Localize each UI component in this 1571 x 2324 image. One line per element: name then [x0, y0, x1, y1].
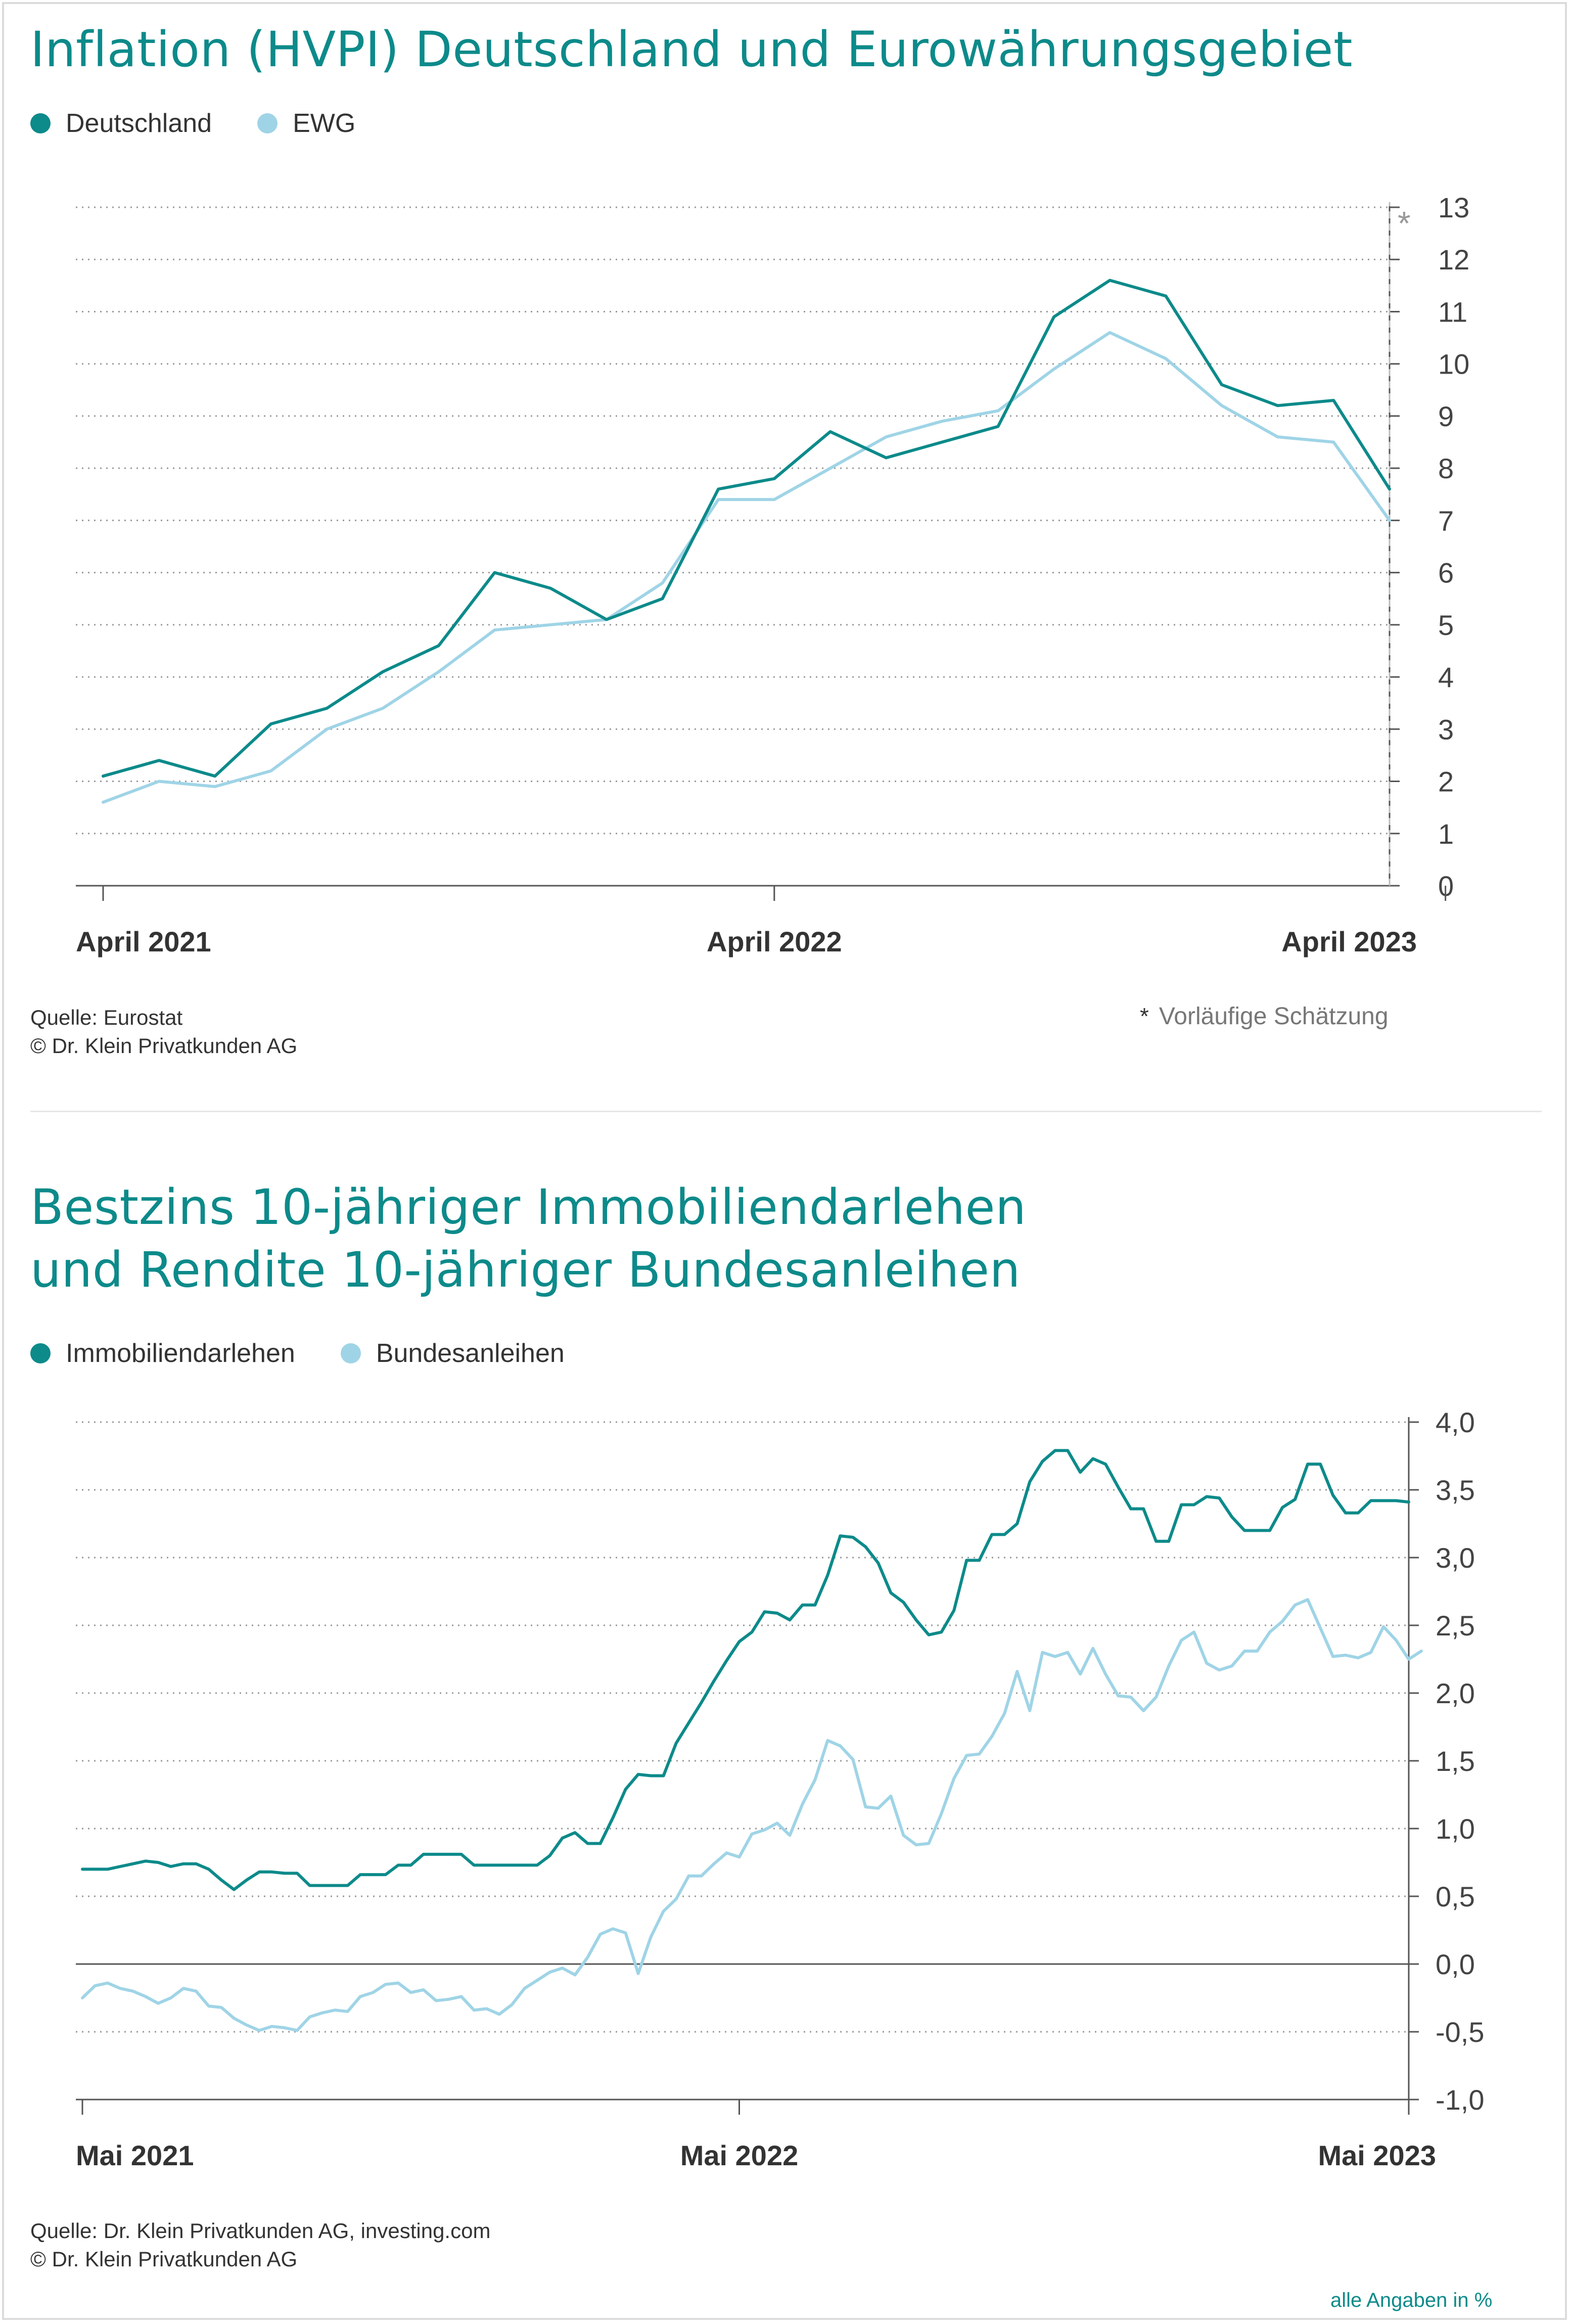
y-tick-label: -0,5 [1436, 2016, 1485, 2048]
interest-legend: Immobiliendarlehen Bundesanleihen [30, 1338, 610, 1369]
y-tick-label: 4 [1438, 661, 1454, 693]
y-tick-label: 11 [1438, 296, 1467, 328]
y-tick-label: 2,0 [1436, 1677, 1475, 1709]
y-tick-label: -1,0 [1436, 2084, 1485, 2116]
inflation-legend: Deutschland EWG [30, 108, 401, 139]
footnote-text: Vorläufige Schätzung [1159, 1003, 1389, 1030]
legend-item-immobiliendarlehen: Immobiliendarlehen [30, 1338, 295, 1369]
interest-line-chart: -1,0 -0,5 0,0 0,5 1,0 1,5 2,0 2,5 3,0 3,5 4,0 Mai 2… [76, 1406, 1485, 2171]
estimate-marker: * [1398, 205, 1411, 242]
legend-label-bundesanleihen: Bundesanleihen [376, 1339, 565, 1368]
y-tick-label: 1 [1438, 818, 1454, 850]
y-tick-label: 8 [1438, 452, 1454, 484]
x-tick-label: Mai 2022 [680, 2139, 799, 2171]
x-tick-label: Mai 2021 [76, 2139, 194, 2171]
series-line-deutschland [102, 279, 1391, 778]
y-tick-label: 6 [1438, 557, 1454, 589]
y-tick-label: 2,5 [1436, 1610, 1475, 1642]
legend-item-bundesanleihen: Bundesanleihen [340, 1338, 565, 1369]
source-line: Quelle: Dr. Klein Privatkunden AG, inves… [30, 2219, 491, 2243]
footnote-star: * [1140, 1003, 1149, 1029]
inflation-panel: Inflation (HVPI) Deutschland und Eurowäh… [0, 0, 1571, 1102]
interest-source: Quelle: Dr. Klein Privatkunden AG, inves… [30, 2217, 490, 2273]
y-tick-label: 5 [1438, 609, 1454, 641]
y-tick-label: 4,0 [1436, 1406, 1475, 1438]
y-tick-label: 7 [1438, 505, 1454, 536]
y-tick-label: 1,0 [1436, 1813, 1475, 1845]
copyright-line: © Dr. Klein Privatkunden AG [30, 2247, 298, 2271]
interest-chart-title: Bestzins 10-jähriger Immobiliendarlehen … [30, 1176, 1026, 1301]
y-tick-label: 2 [1438, 766, 1454, 798]
x-tick-label: April 2023 [1281, 926, 1417, 958]
interest-panel: Bestzins 10-jähriger Immobiliendarlehen … [0, 1112, 1571, 2324]
title-line-1: Bestzins 10-jähriger Immobiliendarlehen [30, 1179, 1027, 1236]
y-tick-label: 3,0 [1436, 1542, 1475, 1574]
series-line-ewg [102, 331, 1391, 804]
y-tick-label: 0,0 [1436, 1948, 1475, 1980]
x-tick-label: April 2021 [76, 926, 211, 958]
legend-item-deutschland: Deutschland [30, 108, 212, 139]
source-line: Quelle: Eurostat [30, 1006, 183, 1029]
series-line-immobiliendarlehen [81, 1449, 1410, 1891]
legend-label-deutschland: Deutschland [66, 109, 212, 138]
series-line-bundesanleihen [81, 1598, 1423, 2032]
y-tick-label: 3 [1438, 713, 1454, 745]
panel-divider [30, 1111, 1542, 1112]
y-tick-label: 0,5 [1436, 1881, 1475, 1912]
legend-label-immobiliendarlehen: Immobiliendarlehen [66, 1339, 295, 1368]
y-tick-label: 3,5 [1436, 1474, 1475, 1506]
copyright-line: © Dr. Klein Privatkunden AG [30, 1034, 298, 1058]
y-tick-label: 12 [1438, 244, 1469, 276]
estimate-footnote: * Vorläufige Schätzung [1140, 1002, 1389, 1030]
y-tick-label: 9 [1438, 400, 1454, 432]
y-tick-label: 1,5 [1436, 1745, 1475, 1777]
legend-swatch-deutschland [30, 113, 51, 133]
y-tick-label: 13 [1438, 192, 1469, 223]
inflation-chart-title: Inflation (HVPI) Deutschland und Eurowäh… [30, 21, 1353, 78]
y-tick-label: 10 [1438, 348, 1469, 380]
x-tick-label: Mai 2023 [1318, 2139, 1437, 2171]
title-line-2: und Rendite 10-jähriger Bundesanleihen [30, 1242, 1021, 1298]
legend-swatch-bundesanleihen [340, 1343, 361, 1363]
units-note: alle Angaben in % [1330, 2289, 1493, 2311]
legend-swatch-immobiliendarlehen [30, 1343, 51, 1363]
legend-item-ewg: EWG [257, 108, 355, 139]
x-tick-label: April 2022 [707, 926, 842, 958]
legend-label-ewg: EWG [293, 109, 356, 138]
legend-swatch-ewg [257, 113, 278, 133]
inflation-source: Quelle: Eurostat © Dr. Klein Privatkunde… [30, 1004, 297, 1060]
